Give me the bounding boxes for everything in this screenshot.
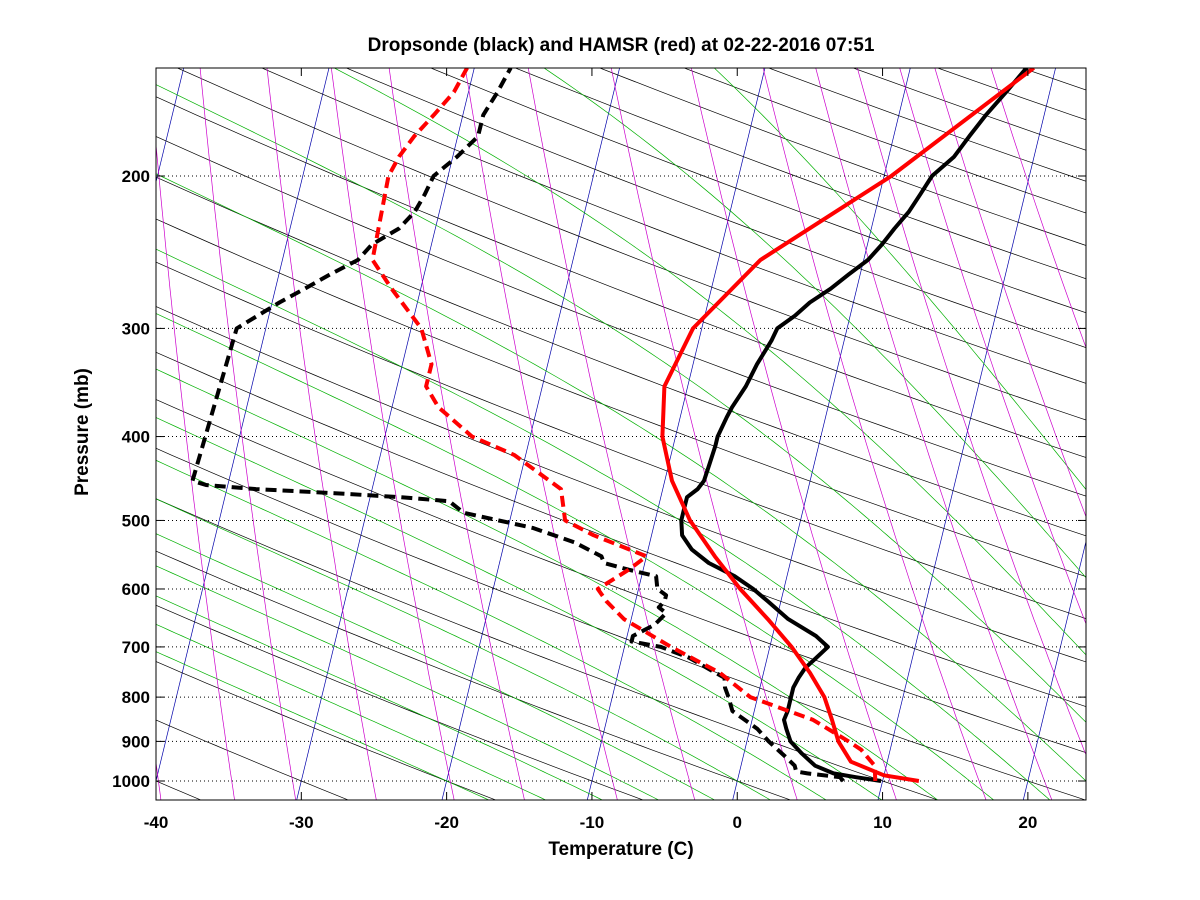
moist-adiabat-line [156, 417, 883, 800]
y-axis-label: Pressure (mb) [72, 368, 93, 496]
dry-adiabat-line [156, 604, 645, 800]
dry-adiabat-line [156, 550, 792, 800]
dry-adiabat-line [156, 176, 1086, 537]
dry-adiabat-line [346, 68, 1086, 348]
x-tick-label: -20 [434, 813, 459, 832]
dry-adiabat-line [156, 447, 1086, 800]
moist-adiabat-line [334, 68, 1086, 656]
y-tick-label: 600 [122, 580, 150, 599]
y-tick-label: 1000 [112, 772, 150, 791]
isotherm-line [156, 68, 330, 783]
y-tick-label: 900 [122, 732, 150, 751]
mixing-ratio-line [610, 68, 798, 800]
y-tick-label: 200 [122, 167, 150, 186]
dry-adiabat-line [156, 96, 1086, 458]
data-series [190, 68, 1036, 783]
mixing-ratio-line [199, 68, 297, 800]
x-axis-label: Temperature (C) [548, 839, 693, 860]
x-tick-label: -30 [289, 813, 314, 832]
dry-adiabat-line [156, 218, 1086, 577]
moist-adiabat-line [156, 84, 1086, 723]
dropsonde-temperature-line [679, 68, 1029, 783]
isotherm-line [877, 68, 1056, 800]
dry-adiabat-line [156, 136, 1086, 497]
moist-adiabat-line [156, 368, 939, 800]
x-tick-label: -10 [580, 813, 605, 832]
mixing-ratio-line [856, 68, 1086, 756]
y-tick-label: 400 [122, 428, 150, 447]
dry-adiabat-line [156, 261, 1086, 620]
isotherm-line [732, 68, 911, 800]
moist-adiabat-line [156, 623, 547, 800]
moist-adiabat-line [156, 533, 716, 800]
moist-adiabat-line [156, 651, 490, 800]
background-lines [156, 68, 1086, 800]
mixing-ratio-line [330, 68, 455, 800]
mixing-ratio-line [899, 68, 1086, 625]
mixing-ratio-line [815, 68, 1053, 800]
y-tick-label: 300 [122, 319, 150, 338]
hamsr-temperature-line [660, 68, 1036, 783]
mixing-ratio-line [156, 141, 235, 800]
isotherm-line [296, 68, 475, 800]
moist-adiabat-line [713, 68, 1086, 491]
mixing-ratio-line [934, 68, 1086, 518]
y-tick-label: 500 [122, 511, 150, 530]
moist-adiabat-line [156, 565, 660, 800]
mixing-ratio-line [464, 68, 618, 800]
mixing-ratio-line [762, 68, 987, 800]
isotherm-line [441, 68, 620, 800]
dry-adiabat-line [156, 498, 940, 800]
chart-title: Dropsonde (black) and HAMSR (red) at 02-… [368, 35, 875, 56]
pressure-grid [156, 175, 1086, 782]
moist-adiabat-line [156, 313, 995, 800]
x-tick-label: 20 [1018, 813, 1037, 832]
mixing-ratio-line [266, 68, 377, 800]
mixing-ratio-line [690, 68, 897, 800]
x-tick-label: 0 [733, 813, 742, 832]
hamsr-dewpoint-line [370, 68, 878, 782]
mixing-ratio-line [527, 68, 696, 800]
dry-adiabat-line [261, 68, 1086, 384]
moist-adiabat-line [156, 498, 772, 800]
y-ticks: 200 300 400 500 600 700 800 900 1000 [112, 167, 1086, 791]
x-tick-label: -40 [144, 813, 169, 832]
dry-adiabat-line [156, 719, 350, 800]
moist-adiabat-line [543, 68, 1086, 579]
dry-adiabat-line [156, 351, 1086, 707]
isotherm-line [1022, 539, 1086, 800]
isotherm-line [586, 68, 766, 800]
mixing-ratio-line [990, 68, 1086, 349]
x-ticks: -40 -30 -20 -10 0 10 20 [144, 68, 1037, 832]
dry-adiabat-line [156, 661, 497, 800]
dry-adiabat-line [177, 68, 1086, 421]
x-tick-label: 10 [873, 813, 892, 832]
plot-frame [155, 67, 1087, 801]
y-tick-label: 800 [122, 688, 150, 707]
moist-adiabat-line [156, 459, 827, 800]
mixing-ratio-line [388, 68, 525, 800]
y-tick-label: 700 [122, 638, 150, 657]
moist-adiabat-line [156, 173, 1086, 782]
moist-adiabat-line [156, 248, 1051, 800]
